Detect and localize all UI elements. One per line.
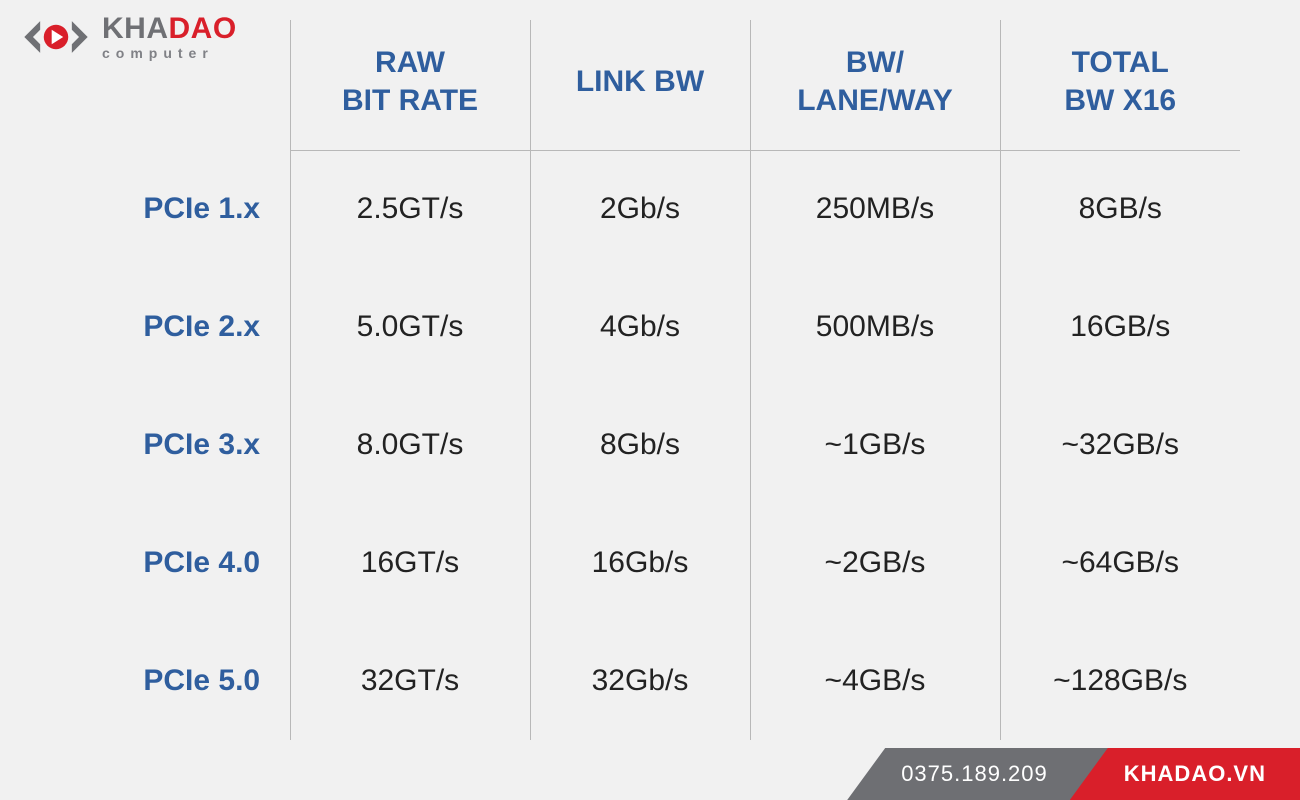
row-label: PCIe 3.x	[80, 386, 290, 504]
cell: 8Gb/s	[530, 386, 750, 504]
table-header-row: RAW BIT RATE LINK BW BW/ LANE/WAY TOTAL …	[80, 20, 1240, 150]
table-header-bw-lane-way: BW/ LANE/WAY	[750, 20, 1000, 150]
header-text: TOTAL	[1072, 46, 1169, 79]
cell: 5.0GT/s	[290, 268, 530, 386]
cell: 2Gb/s	[530, 150, 750, 268]
table-row: PCIe 2.x 5.0GT/s 4Gb/s 500MB/s 16GB/s	[80, 268, 1240, 386]
cell: 16GT/s	[290, 504, 530, 622]
cell: 250MB/s	[750, 150, 1000, 268]
header-text: RAW	[375, 46, 445, 79]
cell: ~4GB/s	[750, 622, 1000, 740]
footer-site: KHADAO.VN	[1070, 748, 1300, 800]
row-label: PCIe 5.0	[80, 622, 290, 740]
cell: 16Gb/s	[530, 504, 750, 622]
cell: 4Gb/s	[530, 268, 750, 386]
cell: 8GB/s	[1000, 150, 1240, 268]
footer-phone: 0375.189.209	[847, 748, 1108, 800]
table-row: PCIe 3.x 8.0GT/s 8Gb/s ~1GB/s ~32GB/s	[80, 386, 1240, 504]
table-header-total-bw-x16: TOTAL BW X16	[1000, 20, 1240, 150]
header-text: LANE/WAY	[797, 84, 953, 117]
table-row: PCIe 4.0 16GT/s 16Gb/s ~2GB/s ~64GB/s	[80, 504, 1240, 622]
cell: 8.0GT/s	[290, 386, 530, 504]
cell: ~64GB/s	[1000, 504, 1240, 622]
cell: ~128GB/s	[1000, 622, 1240, 740]
row-label: PCIe 4.0	[80, 504, 290, 622]
pcie-bandwidth-table: RAW BIT RATE LINK BW BW/ LANE/WAY TOTAL …	[80, 20, 1240, 740]
cell: 2.5GT/s	[290, 150, 530, 268]
cell: ~1GB/s	[750, 386, 1000, 504]
cell: 32GT/s	[290, 622, 530, 740]
table-row: PCIe 5.0 32GT/s 32Gb/s ~4GB/s ~128GB/s	[80, 622, 1240, 740]
table-header-raw-bit-rate: RAW BIT RATE	[290, 20, 530, 150]
cell: 32Gb/s	[530, 622, 750, 740]
table-body: PCIe 1.x 2.5GT/s 2Gb/s 250MB/s 8GB/s PCI…	[80, 150, 1240, 740]
header-text: BW/	[846, 46, 904, 79]
header-text: BIT RATE	[342, 84, 478, 117]
row-label: PCIe 2.x	[80, 268, 290, 386]
cell: ~2GB/s	[750, 504, 1000, 622]
table-row: PCIe 1.x 2.5GT/s 2Gb/s 250MB/s 8GB/s	[80, 150, 1240, 268]
row-label: PCIe 1.x	[80, 150, 290, 268]
cell: ~32GB/s	[1000, 386, 1240, 504]
cell: 500MB/s	[750, 268, 1000, 386]
footer-bar: 0375.189.209 KHADAO.VN	[847, 748, 1300, 800]
table-header-link-bw: LINK BW	[530, 20, 750, 150]
cell: 16GB/s	[1000, 268, 1240, 386]
header-text: LINK BW	[576, 65, 704, 98]
header-text: BW X16	[1064, 84, 1176, 117]
